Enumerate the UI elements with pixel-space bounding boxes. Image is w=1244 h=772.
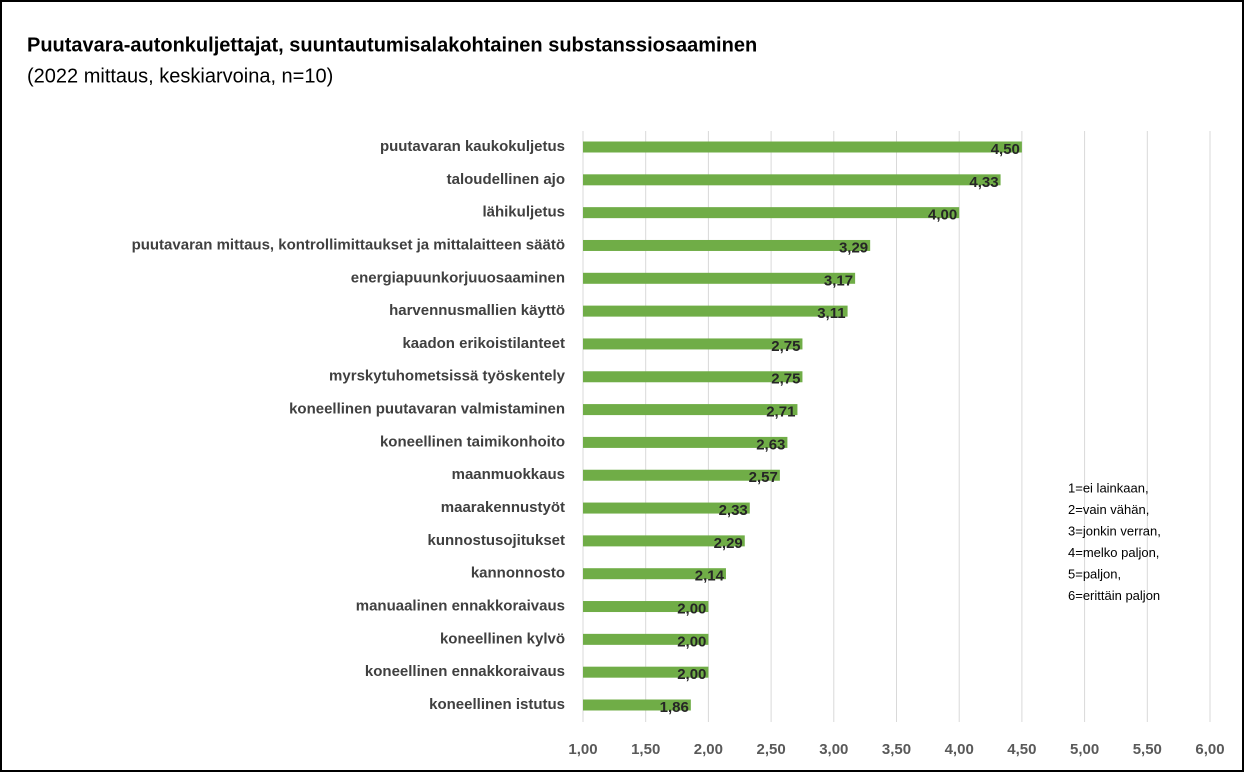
chart-title: Puutavara-autonkuljettajat, suuntautumis… — [27, 34, 757, 56]
annotation: 3=jonkin verran, — [1068, 523, 1161, 538]
y-tick-label: taloudellinen ajo — [447, 171, 565, 188]
x-tick-label: 4,00 — [945, 741, 974, 758]
y-tick-label: puutavaran kaukokuljetus — [380, 138, 565, 155]
bar — [583, 601, 709, 613]
y-tick-label: koneellinen kylvö — [440, 630, 565, 647]
bar — [583, 174, 1001, 186]
value-label: 3,29 — [839, 239, 868, 256]
x-tick-label: 5,50 — [1133, 741, 1162, 758]
y-tick-label: manuaalinen ennakkoraivaus — [356, 597, 565, 614]
y-tick-label: koneellinen taimikonhoito — [380, 433, 565, 450]
y-tick-label: koneellinen istutus — [429, 696, 565, 713]
value-label: 3,11 — [817, 305, 845, 322]
bar — [583, 699, 691, 711]
value-label: 2,75 — [771, 371, 800, 388]
value-label: 2,75 — [771, 338, 800, 355]
x-tick-label: 3,50 — [882, 741, 911, 758]
value-label: 4,00 — [928, 207, 957, 224]
bar — [583, 666, 709, 678]
value-label: 4,50 — [991, 141, 1020, 158]
value-label: 4,33 — [969, 174, 998, 191]
bar — [583, 371, 803, 383]
y-tick-label: myrskytuhometsissä työskentely — [329, 368, 566, 385]
bar — [583, 633, 709, 645]
bar — [583, 502, 750, 514]
x-tick-label: 5,00 — [1070, 741, 1099, 758]
value-label: 2,00 — [677, 600, 706, 617]
x-tick-label: 2,00 — [694, 741, 723, 758]
value-label: 2,71 — [766, 404, 795, 421]
x-tick-label: 4,50 — [1007, 741, 1036, 758]
bar — [583, 305, 848, 317]
y-tick-label: lähikuljetus — [482, 204, 565, 221]
y-tick-label: kunnostusojitukset — [427, 532, 565, 549]
bar — [583, 568, 726, 580]
bar — [583, 239, 871, 251]
bar — [583, 404, 798, 416]
bar — [583, 338, 803, 350]
chart-subtitle: (2022 mittaus, keskiarvoina, n=10) — [27, 65, 333, 87]
bar — [583, 469, 780, 481]
value-label: 2,00 — [677, 666, 706, 683]
value-label: 2,33 — [719, 502, 748, 519]
annotation: 2=vain vähän, — [1068, 502, 1149, 517]
y-tick-label: kannonnosto — [471, 565, 565, 582]
bar — [583, 207, 960, 219]
annotation: 6=erittäin paljon — [1068, 588, 1160, 603]
x-tick-label: 2,50 — [756, 741, 785, 758]
annotation: 1=ei lainkaan, — [1068, 480, 1149, 495]
value-label: 2,29 — [714, 535, 743, 552]
bar — [583, 535, 745, 547]
value-label: 2,00 — [677, 633, 706, 650]
x-tick-label: 1,50 — [631, 741, 660, 758]
annotation: 4=melko paljon, — [1068, 545, 1159, 560]
x-tick-label: 1,00 — [568, 741, 597, 758]
bar — [583, 272, 856, 284]
x-tick-label: 3,00 — [819, 741, 848, 758]
annotation: 5=paljon, — [1068, 566, 1121, 581]
y-tick-label: harvennusmallien käyttö — [389, 302, 565, 319]
y-tick-label: kaadon erikoistilanteet — [402, 335, 565, 352]
value-label: 2,63 — [756, 436, 785, 453]
value-label: 2,57 — [749, 469, 778, 486]
y-tick-label: koneellinen puutavaran valmistaminen — [289, 401, 565, 418]
value-label: 3,17 — [824, 272, 853, 289]
y-tick-label: maarakennustyöt — [441, 499, 565, 516]
y-tick-label: energiapuunkorjuuosaaminen — [351, 269, 565, 286]
y-tick-label: puutavaran mittaus, kontrollimittaukset … — [132, 236, 565, 253]
bar — [583, 141, 1022, 153]
value-label: 1,86 — [660, 699, 689, 716]
y-tick-label: maanmuokkaus — [452, 466, 565, 483]
x-tick-label: 6,00 — [1195, 741, 1224, 758]
value-label: 2,14 — [695, 568, 725, 585]
bar — [583, 436, 788, 448]
y-tick-label: koneellinen ennakkoraivaus — [365, 663, 565, 680]
